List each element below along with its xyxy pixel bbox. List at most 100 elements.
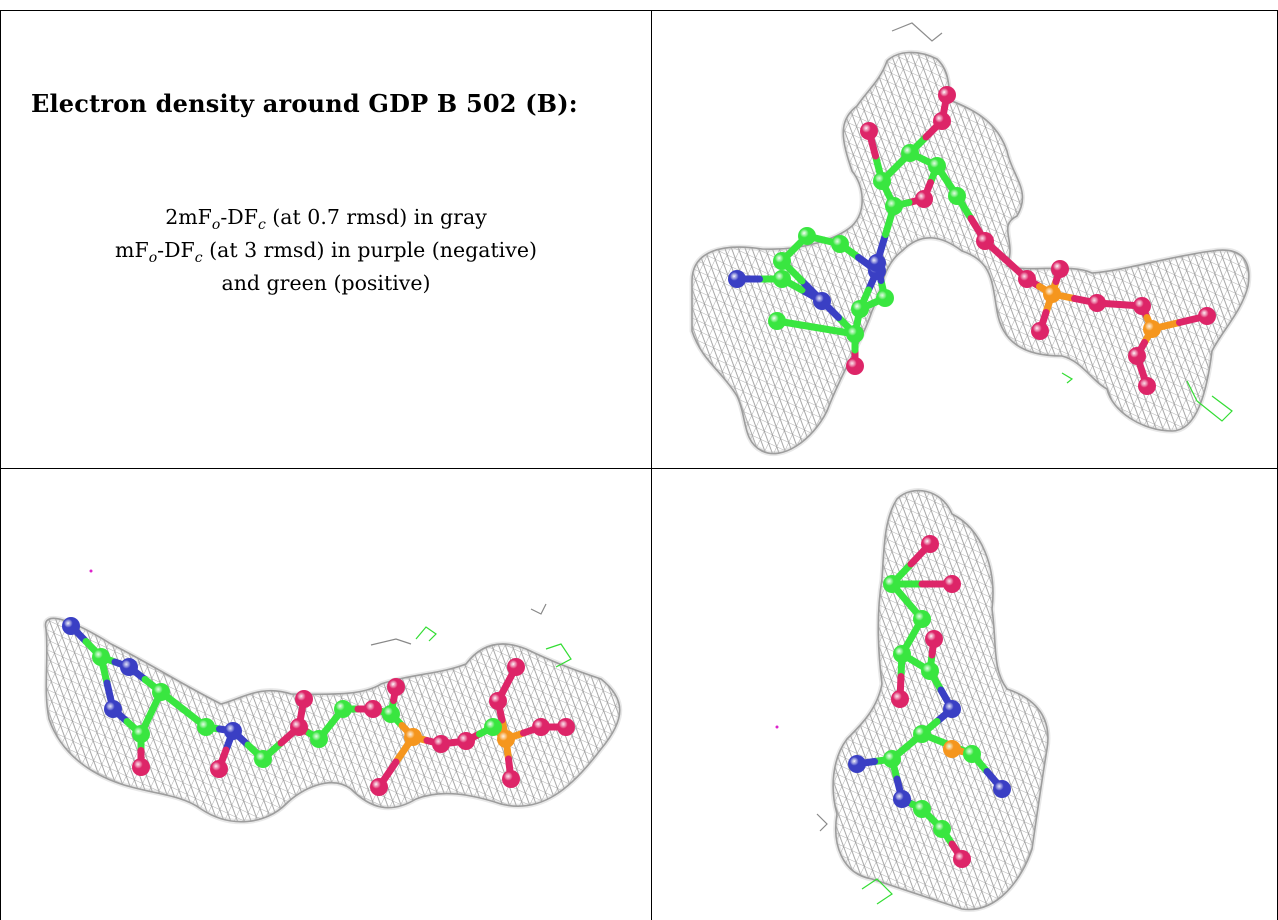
carbon-atom [152,683,170,701]
oxygen-atom [557,718,575,736]
nitrogen-atom [224,722,242,740]
nitrogen-atom [104,700,122,718]
negative-density [89,569,93,573]
carbon-atom [883,750,901,768]
ball-and-stick-model [848,535,1011,868]
oxygen-atom [1018,270,1036,288]
legend-sub: o [148,250,158,267]
legend-sub: c [194,250,203,267]
legend-sub: c [257,217,266,234]
carbon-atom [846,325,864,343]
ball-and-stick-model [62,617,575,796]
caption-cell: Electron density around GDP B 502 (B): 2… [1,11,651,468]
legend-text: 2mF [165,205,212,229]
legend-text: (at 0.7 rmsd) in gray [265,205,487,229]
negative-density [775,725,779,729]
carbon-atom [876,289,894,307]
density-fragment [891,22,943,42]
density-fragment [530,603,547,615]
carbon-atom [798,227,816,245]
carbon-atom [773,270,791,288]
ball-and-stick-model [728,86,1216,395]
positive-density [861,878,893,905]
oxygen-atom [364,700,382,718]
density-view-side [1,469,651,919]
nitrogen-atom [893,790,911,808]
positive-density [415,626,437,642]
nitrogen-atom [728,270,746,288]
oxygen-atom [432,735,450,753]
oxygen-atom [290,718,308,736]
positive-density [1061,372,1074,384]
nitrogen-atom [813,292,831,310]
carbon-atom [928,157,946,175]
legend-text: (at 3 rmsd) in purple (negative) [202,238,537,262]
oxygen-atom [921,535,939,553]
density-view-end [652,469,1276,919]
oxygen-atom [457,732,475,750]
oxygen-atom [532,718,550,736]
carbon-atom [310,730,328,748]
table-border-top [0,10,1278,11]
nitrogen-atom [62,617,80,635]
legend-text: -DF [157,238,195,262]
carbon-atom [913,610,931,628]
carbon-atom [883,575,901,593]
table-border-middle [0,468,1278,469]
oxygen-atom [891,690,909,708]
carbon-atom [484,718,502,736]
carbon-atom [382,705,400,723]
oxygen-atom [132,758,150,776]
table-border-left [0,10,1,920]
oxygen-atom [860,122,878,140]
oxygen-atom [1051,260,1069,278]
carbon-atom [873,172,891,190]
legend-line-2fofc: 2mFo-DFc (at 0.7 rmsd) in gray [1,201,651,234]
carbon-atom [913,725,931,743]
oxygen-atom [943,575,961,593]
oxygen-atom [387,678,405,696]
positive-density [1186,380,1233,422]
phosphorus-atom [1143,320,1161,338]
nitrogen-atom [993,780,1011,798]
carbon-atom [913,800,931,818]
oxygen-atom [933,112,951,130]
oxygen-atom [1133,297,1151,315]
carbon-atom [921,662,939,680]
oxygen-atom [915,190,933,208]
carbon-atom [197,718,215,736]
carbon-atom [893,645,911,663]
phosphorus-atom [497,730,515,748]
carbon-atom [254,750,272,768]
carbon-atom [92,648,110,666]
density-fragment [370,638,412,646]
carbon-atom [831,235,849,253]
positive-density [545,643,572,668]
nitrogen-atom [848,755,866,773]
oxygen-atom [953,850,971,868]
oxygen-atom [846,357,864,375]
oxygen-atom [1088,294,1106,312]
nitrogen-atom [868,254,886,272]
oxygen-atom [976,232,994,250]
phosphorus-atom [404,728,422,746]
molecule-render-2 [43,569,623,825]
carbon-atom [885,197,903,215]
oxygen-atom [1138,377,1156,395]
phosphorus-atom [1043,285,1061,303]
oxygen-atom [489,692,507,710]
carbon-atom [334,700,352,718]
oxygen-atom [1128,347,1146,365]
oxygen-atom [938,86,956,104]
carbon-atom [768,312,786,330]
molecule-render-1 [689,22,1252,457]
oxygen-atom [925,630,943,648]
oxygen-atom [370,778,388,796]
nitrogen-atom [943,700,961,718]
density-view-top [652,11,1276,468]
carbon-atom [851,300,869,318]
carbon-atom [933,820,951,838]
molecule-render-3 [775,488,1051,912]
density-mesh [832,489,1049,911]
